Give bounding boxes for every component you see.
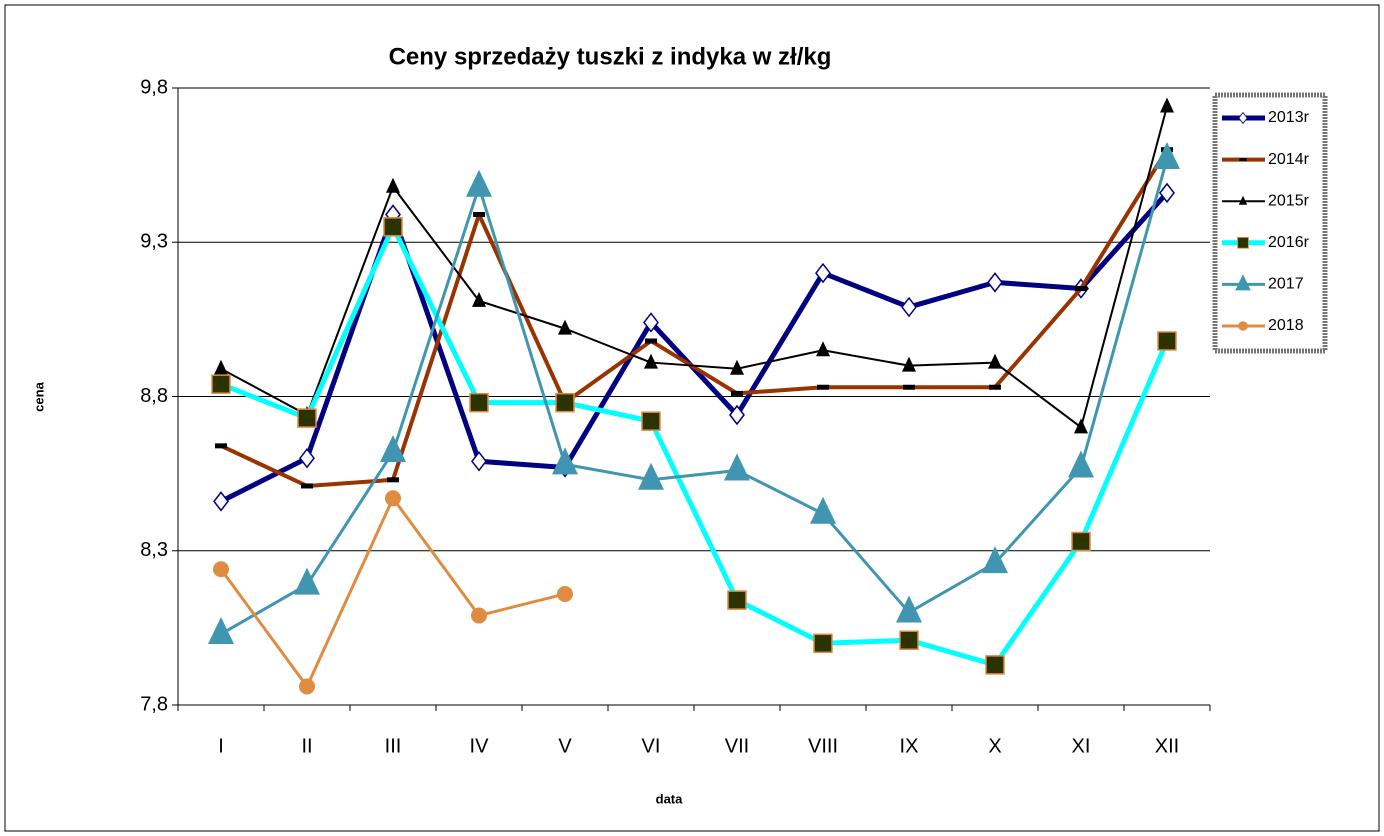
y-tick-label: 8,3 [140,539,168,561]
x-tick-label: X [988,735,1001,757]
marker [1238,195,1248,205]
y-tick-label: 7,8 [140,693,168,715]
marker [982,546,1008,574]
marker [645,338,657,344]
x-tick-label: II [301,735,312,757]
x-tick-label: V [558,735,572,757]
marker [386,177,400,193]
y-tick-label: 9,3 [140,231,168,253]
marker [301,483,313,489]
series-line [220,148,1169,488]
y-axis-label: cena [31,381,46,411]
marker [552,447,578,475]
legend-label: 2016r [1268,234,1310,251]
marker [903,384,915,390]
x-tick-label: IV [470,735,490,757]
x-tick-label: VI [642,735,661,757]
marker [816,341,830,357]
marker [1238,111,1248,125]
marker [299,447,315,469]
x-tick-label: XII [1155,735,1179,757]
marker [466,169,492,197]
marker [902,356,916,372]
marker [214,359,228,375]
marker [1237,236,1249,249]
legend-label: 2014r [1268,151,1310,168]
marker [731,390,743,396]
y-tick-label: 9,8 [140,76,168,98]
marker [555,392,575,413]
x-tick-label: VIII [808,735,838,757]
marker [471,607,487,624]
marker [557,585,573,602]
marker [471,451,487,472]
legend-label: 2017 [1268,276,1304,293]
marker [989,384,1001,390]
marker [817,384,829,390]
x-tick-label: III [385,735,402,757]
marker [558,319,572,335]
marker [472,291,486,307]
marker [987,272,1003,293]
marker [985,655,1005,675]
marker [638,462,664,490]
x-tick-label: VII [725,735,749,757]
x-tick-label: I [218,735,224,757]
marker [1159,182,1175,204]
marker [727,590,747,610]
marker [1074,418,1088,434]
marker [380,435,406,463]
marker [813,633,833,654]
legend-label: 2015r [1268,192,1310,209]
marker [643,312,659,333]
marker [896,595,922,623]
marker [1075,286,1087,292]
marker [469,392,489,413]
marker [724,453,750,481]
marker [1160,97,1174,113]
marker [988,353,1002,369]
series-line [220,106,1168,429]
marker [730,359,744,375]
marker [211,374,231,394]
marker [1154,141,1180,169]
marker [901,296,917,318]
marker [213,491,229,512]
marker [213,561,229,578]
marker [215,443,227,449]
marker [1239,158,1247,162]
marker [1071,531,1091,552]
marker [644,353,658,369]
marker [899,630,919,650]
marker [1068,450,1094,478]
marker [385,490,401,507]
x-tick-label: IX [900,735,919,757]
series-line [220,224,1170,668]
marker [473,211,485,217]
marker [815,262,831,284]
chart-frame [4,4,1380,832]
marker [383,217,403,237]
marker [387,477,399,483]
x-axis-label: data [656,791,684,806]
legend-label: 2018 [1268,317,1304,334]
series-line [220,158,1169,636]
marker [641,411,661,431]
marker [810,496,836,524]
x-tick-label: XI [1072,735,1091,757]
chart-title: Ceny sprzedaży tuszki z indyka w zł/kg [389,43,832,70]
legend-box [1212,92,1328,354]
marker [1157,331,1177,351]
marker [208,617,234,645]
marker [297,408,317,428]
marker [1235,274,1251,291]
legend-label: 2013r [1268,109,1310,126]
marker [1238,321,1248,331]
marker [299,678,315,695]
marker [729,404,745,426]
marker [294,567,320,595]
y-tick-label: 8,8 [140,385,168,407]
